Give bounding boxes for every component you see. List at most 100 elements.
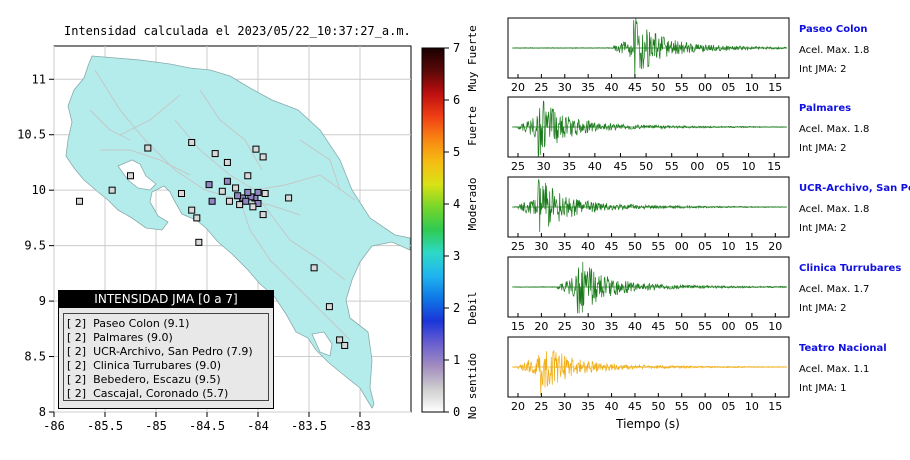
colorbar-tick-label: 2	[453, 301, 460, 315]
legend-item: [ 2] Palmares (9.0)	[67, 331, 173, 344]
y-tick-label: 8	[39, 405, 46, 419]
seismogram-tick-label: 35	[562, 160, 576, 173]
y-tick-label: 10	[32, 183, 46, 197]
seismogram-tick-label: 45	[613, 160, 627, 173]
station-accel: Acel. Max. 1.8	[799, 45, 869, 56]
legend-item: [ 2] Cascajal, Coronado (5.7)	[67, 387, 229, 400]
station-marker	[223, 158, 231, 166]
seismogram-panel: 25 30 35 40 45 50 55 00 05 10 15 20 UCR-Archivo, San…	[507, 176, 910, 253]
x-tick-label: -84	[247, 419, 269, 433]
y-tick-label: 8.5	[24, 350, 46, 364]
colorbar-category-labels: No sentido Debil Moderado Fuerte Muy Fuerte	[466, 25, 479, 419]
station-marker	[127, 172, 134, 180]
seismogram-trace	[513, 100, 787, 157]
seismogram-tick-label: 35	[581, 81, 595, 94]
seismogram-tick-label: 20	[768, 240, 782, 253]
station-marker	[195, 238, 203, 246]
station-intensity: Int JMA: 1	[799, 383, 847, 394]
colorbar-category-label: No sentido	[466, 353, 479, 419]
x-tick-label: -85.5	[87, 419, 123, 433]
seismogram-tick-label: 30	[537, 160, 551, 173]
station-intensity: Int JMA: 2	[799, 223, 847, 234]
seismogram-tick-label: 40	[628, 320, 642, 333]
y-tick-label: 9.5	[24, 239, 46, 253]
seismogram-tick-label: 15	[768, 81, 782, 94]
costa-rica-landmass	[65, 55, 411, 409]
seismogram-tick-label: 45	[651, 320, 665, 333]
seismogram-tick-label: 50	[651, 400, 665, 413]
seismogram-tick-label: 00	[698, 81, 712, 94]
seismogram-tick-label: 30	[581, 320, 595, 333]
seismogram-tick-label: 25	[534, 400, 548, 413]
station-marker	[341, 341, 349, 349]
station-intensity: Int JMA: 2	[799, 143, 847, 154]
station-marker	[205, 181, 213, 189]
seismogram-tick-label: 50	[628, 240, 642, 253]
station-name: UCR-Archivo, San Pedro	[799, 183, 910, 194]
y-tick-label: 11	[32, 72, 46, 86]
legend-item: [ 2] Clinica Turrubares (9.0)	[67, 359, 222, 372]
seismogram-tick-label: 55	[675, 400, 689, 413]
station-marker	[188, 206, 196, 214]
seismogram-tick-label: 40	[588, 160, 602, 173]
seismogram-tick-label: 25	[511, 240, 525, 253]
station-marker	[178, 190, 185, 198]
station-marker	[252, 145, 260, 153]
seismogram-tick-label: 10	[745, 81, 759, 94]
seismogram-trace	[513, 18, 787, 78]
station-marker	[211, 150, 219, 158]
colorbar-category-label: Fuerte	[466, 106, 479, 146]
seismogram-tick-label: 45	[605, 240, 619, 253]
x-tick-label: -83.5	[291, 419, 327, 433]
station-marker	[310, 264, 318, 272]
seismogram-tick-label: 25	[534, 81, 548, 94]
seismogram-tick-label: 15	[768, 400, 782, 413]
seismogram-tick-label: 10	[768, 320, 782, 333]
seismogram-tick-label: 10	[745, 400, 759, 413]
seismogram-tick-label: 55	[651, 240, 665, 253]
legend-item: [ 2] Paseo Colon (9.1)	[67, 317, 190, 330]
seismogram-tick-label: 50	[639, 160, 653, 173]
station-marker	[218, 187, 226, 195]
x-tick-label: -84.5	[189, 419, 225, 433]
seismogram-tick-label: 55	[665, 160, 679, 173]
seismogram-tick-label: 20	[511, 400, 525, 413]
seismogram-panel: 20 25 30 35 40 45 50 55 00 05 10 15 Paseo Colon Acel.…	[507, 17, 869, 94]
seismogram-tick-label: 45	[628, 81, 642, 94]
station-marker	[261, 190, 269, 198]
colorbar-category-label: Debil	[466, 291, 479, 324]
seismogram-xlabel: Tiempo (s)	[615, 417, 680, 431]
legend-title: INTENSIDAD JMA [0 a 7]	[59, 291, 273, 308]
station-marker	[108, 186, 116, 194]
station-accel: Acel. Max. 1.7	[799, 284, 869, 295]
legend-box: INTENSIDAD JMA [0 a 7] [ 2] Paseo Colon …	[58, 290, 274, 409]
seismogram-trace	[513, 350, 787, 396]
station-marker	[188, 138, 196, 146]
seismogram-tick-label: 25	[558, 320, 572, 333]
station-accel: Acel. Max. 1.8	[799, 204, 869, 215]
x-tick-label: -85	[145, 419, 167, 433]
seismogram-tick-label: 30	[534, 240, 548, 253]
seismogram-tick-label: 05	[722, 81, 736, 94]
y-tick-label: 9	[39, 294, 46, 308]
station-marker	[259, 211, 267, 219]
seismogram-panels: 20 25 30 35 40 45 50 55 00 05 10 15 Paseo Colon Acel.…	[507, 17, 910, 431]
seismogram-tick-label: 35	[581, 400, 595, 413]
intensity-colorbar: 0 1 2 3 4 5 6 7 No sentido Debil Moderado Fuerte Mu…	[421, 25, 479, 419]
station-marker	[254, 188, 262, 196]
x-tick-label: -83	[349, 419, 371, 433]
seismogram-tick-label: 30	[558, 81, 572, 94]
station-marker	[232, 184, 240, 192]
station-marker	[193, 214, 201, 222]
seismogram-panel: 20 25 30 35 40 45 50 55 00 05 10 15 Teatro Nacional A…	[507, 336, 887, 413]
station-accel: Acel. Max. 1.8	[799, 124, 869, 135]
station-marker	[208, 197, 216, 205]
seismogram-tick-label: 50	[651, 81, 665, 94]
station-intensity: Int JMA: 2	[799, 64, 847, 75]
station-markers	[76, 138, 349, 349]
station-marker	[144, 144, 152, 152]
colorbar-tick-label: 5	[453, 145, 460, 159]
station-marker	[249, 203, 257, 211]
seismogram-tick-label: 10	[742, 160, 756, 173]
station-marker	[76, 197, 83, 205]
